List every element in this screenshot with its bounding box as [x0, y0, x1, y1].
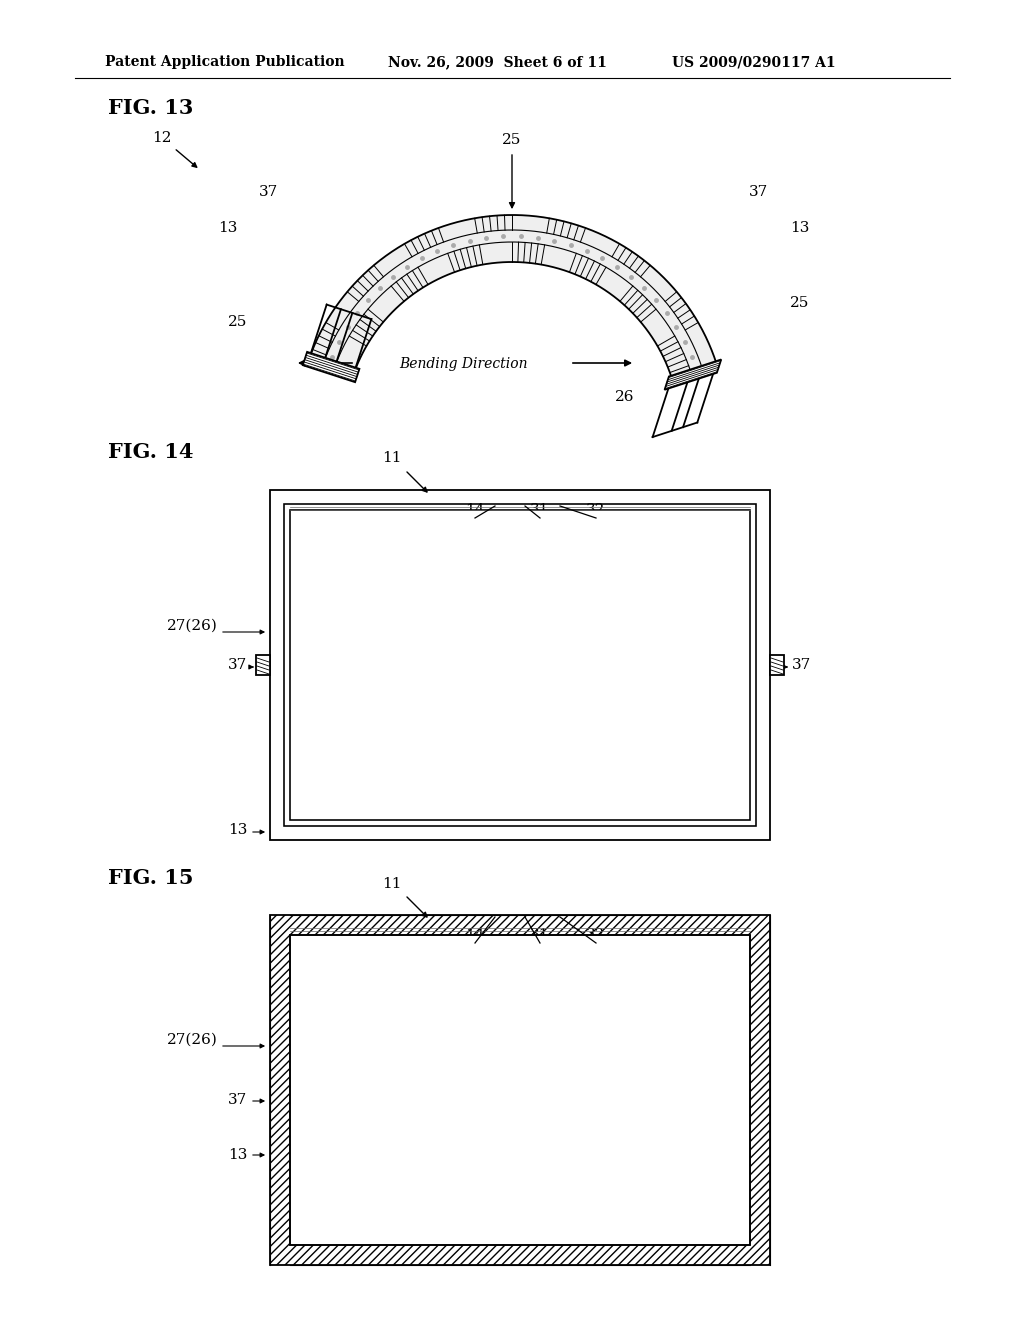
Text: 27(26): 27(26): [167, 1034, 218, 1047]
Bar: [270, 915, 770, 1265]
Polygon shape: [303, 352, 359, 383]
Bar: [290, 915, 750, 935]
Bar: [290, 510, 750, 820]
Text: 11: 11: [382, 451, 401, 465]
Polygon shape: [665, 359, 721, 389]
Text: 14: 14: [465, 503, 484, 517]
Text: 25: 25: [503, 133, 521, 147]
Bar: [290, 935, 750, 1245]
Text: Bending Direction: Bending Direction: [398, 356, 527, 371]
Text: 37: 37: [258, 185, 278, 199]
Text: 13: 13: [218, 220, 238, 235]
Text: 12: 12: [153, 131, 172, 145]
Text: Patent Application Publication: Patent Application Publication: [105, 55, 345, 69]
Text: 13: 13: [791, 220, 810, 235]
Text: 31: 31: [530, 503, 550, 517]
Text: 31: 31: [530, 928, 550, 942]
Bar: [750, 915, 770, 1265]
Bar: [270, 915, 290, 1265]
Text: 37: 37: [749, 185, 768, 199]
Text: FIG. 14: FIG. 14: [108, 442, 194, 462]
Text: 13: 13: [227, 822, 247, 837]
Text: FIG. 15: FIG. 15: [108, 869, 194, 888]
Bar: [770, 655, 784, 675]
Polygon shape: [307, 215, 717, 378]
Bar: [290, 1245, 750, 1265]
Bar: [256, 655, 270, 675]
Bar: [270, 490, 770, 840]
Text: 37: 37: [227, 657, 247, 672]
Text: Nov. 26, 2009  Sheet 6 of 11: Nov. 26, 2009 Sheet 6 of 11: [388, 55, 607, 69]
Text: 37: 37: [227, 1093, 247, 1107]
Text: 11: 11: [382, 876, 401, 891]
Text: 13: 13: [227, 1148, 247, 1162]
Text: US 2009/0290117 A1: US 2009/0290117 A1: [672, 55, 836, 69]
Text: 26: 26: [615, 389, 635, 404]
Text: FIG. 13: FIG. 13: [108, 98, 194, 117]
Text: 25: 25: [791, 296, 810, 310]
Text: 37: 37: [792, 657, 811, 672]
Text: 27(26): 27(26): [167, 619, 218, 634]
Text: 14: 14: [465, 928, 484, 942]
Text: 32: 32: [587, 928, 605, 942]
Bar: [284, 504, 756, 826]
Text: 32: 32: [587, 503, 605, 517]
Text: 25: 25: [228, 315, 248, 329]
Bar: [290, 935, 750, 1245]
